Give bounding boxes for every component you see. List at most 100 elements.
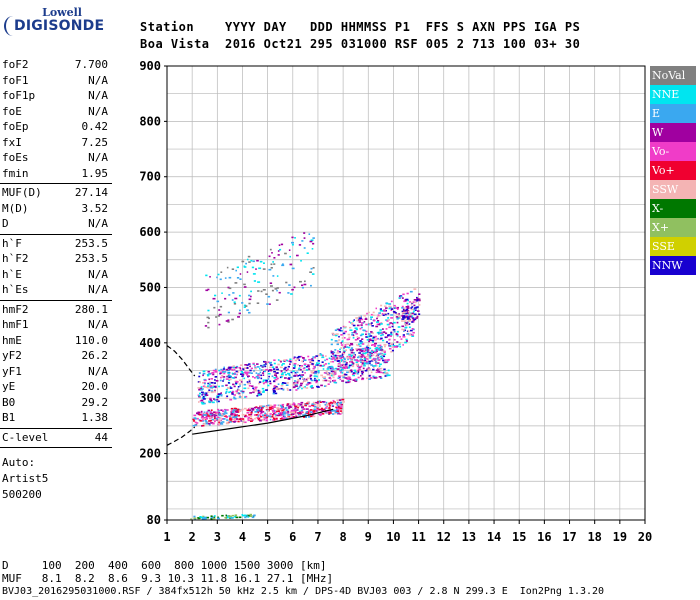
echo-point: [361, 338, 364, 340]
echo-point: [352, 324, 356, 327]
legend-item-ssw: SSW: [650, 180, 696, 199]
echo-point: [235, 269, 237, 272]
echo-point: [222, 380, 224, 382]
echo-point: [300, 260, 302, 262]
param-value: 27.14: [74, 186, 108, 199]
echo-point: [413, 318, 417, 321]
echo-point: [207, 321, 210, 324]
echo-point: [361, 322, 364, 324]
echo-point: [310, 415, 313, 418]
echo-point: [344, 358, 346, 361]
echo-point: [208, 373, 211, 375]
echo-point: [250, 413, 253, 416]
echo-point: [339, 366, 343, 369]
echo-point: [209, 416, 212, 419]
echo-point: [292, 383, 295, 386]
echo-point: [320, 354, 323, 356]
echo-point: [235, 390, 238, 392]
echo-point: [376, 331, 379, 334]
echo-point: [363, 364, 366, 367]
echo-point: [201, 397, 205, 399]
echo-point: [315, 381, 318, 383]
echo-point: [363, 358, 366, 360]
echo-point: [378, 333, 380, 335]
echo-point: [310, 411, 313, 413]
param-label: hmF2: [2, 302, 29, 316]
echo-point: [313, 402, 317, 405]
echo-point: [249, 515, 252, 517]
echo-point: [307, 412, 310, 415]
echo-point: [251, 409, 255, 411]
echo-point: [250, 420, 253, 422]
echo-point: [233, 420, 236, 423]
legend-item-noval: NoVal: [650, 66, 696, 85]
echo-point: [336, 411, 339, 414]
echo-point: [408, 311, 410, 313]
echo-point: [212, 373, 215, 376]
echo-point: [379, 329, 382, 331]
echo-point: [414, 301, 417, 304]
echo-point: [254, 367, 257, 370]
echo-point: [332, 399, 335, 402]
echo-point: [354, 339, 358, 341]
echo-point: [404, 312, 408, 315]
echo-point: [322, 368, 325, 370]
echo-point: [354, 354, 356, 356]
echo-point: [363, 314, 366, 317]
echo-point: [413, 304, 416, 307]
echo-point: [382, 339, 385, 342]
echo-point: [273, 370, 276, 373]
echo-point: [248, 380, 251, 383]
echo-point: [279, 418, 283, 420]
echo-point: [199, 387, 202, 390]
echo-point: [273, 413, 276, 415]
echo-point: [348, 381, 351, 383]
echo-point: [355, 378, 358, 381]
echo-point: [241, 418, 245, 420]
echo-point: [197, 413, 200, 416]
param-row-h-f: h`F 253.5: [2, 237, 108, 252]
echo-point: [287, 368, 289, 370]
echo-point: [347, 375, 350, 378]
echo-point: [308, 410, 311, 412]
echo-point: [230, 414, 233, 417]
echo-point: [231, 418, 233, 420]
echo-point: [255, 406, 258, 408]
echo-point: [280, 406, 283, 408]
echo-point: [387, 319, 390, 321]
echo-point: [237, 386, 240, 388]
echo-point: [383, 309, 386, 311]
echo-point: [382, 350, 385, 352]
echo-point: [244, 364, 248, 366]
echo-point: [361, 362, 365, 365]
echo-point: [239, 364, 243, 366]
echo-point: [323, 376, 326, 378]
echo-point: [301, 405, 304, 407]
echo-point: [216, 416, 220, 419]
echo-point: [273, 385, 276, 387]
echo-point: [349, 378, 352, 381]
echo-point: [310, 379, 314, 382]
echo-point: [216, 419, 219, 421]
echo-point: [202, 515, 205, 518]
param-label: fmin: [2, 166, 29, 180]
echo-point: [262, 390, 265, 392]
echo-point: [220, 376, 222, 379]
echo-point: [403, 317, 406, 319]
legend-item-sse: SSE: [650, 237, 696, 256]
echo-point: [361, 343, 365, 345]
echo-point: [249, 392, 252, 394]
echo-point: [302, 367, 306, 370]
echo-point: [193, 420, 196, 422]
muf-row: MUF 8.1 8.2 8.6 9.3 10.3 11.8 16.1 27.1 …: [2, 572, 334, 585]
echo-point: [352, 365, 355, 368]
param-label: h`F2: [2, 252, 29, 265]
echo-point: [402, 316, 404, 319]
echo-point: [244, 421, 247, 424]
echo-point: [251, 407, 253, 410]
echo-point: [284, 252, 287, 255]
echo-point: [373, 345, 377, 347]
echo-point: [379, 355, 382, 358]
echo-point: [234, 376, 237, 379]
echo-point: [228, 366, 232, 369]
